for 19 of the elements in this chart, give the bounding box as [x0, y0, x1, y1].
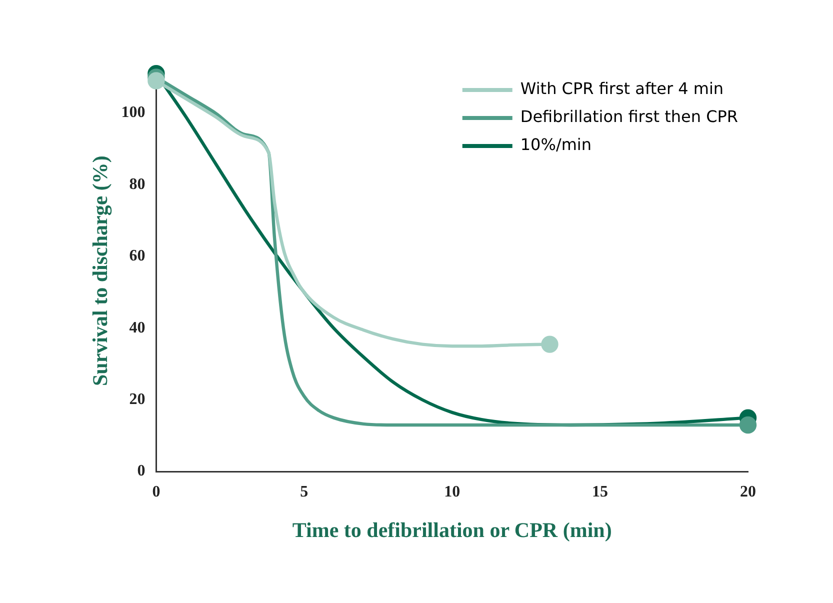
x-tick-label: 5: [300, 483, 308, 500]
x-axis-title: Time to defibrillation or CPR (min): [292, 518, 612, 542]
y-tick-label: 20: [129, 391, 146, 408]
x-tick-label: 10: [444, 483, 460, 500]
y-tick-label: 100: [121, 104, 146, 122]
x-tick-label: 0: [152, 483, 160, 500]
legend-label: With CPR first after 4 min: [520, 79, 724, 98]
y-tick-label: 60: [129, 248, 146, 265]
y-tick-label: 40: [129, 319, 146, 336]
point: [739, 416, 757, 434]
legend-label: 10%/min: [520, 135, 592, 154]
x-tick-label: 15: [592, 483, 608, 500]
legend-label: Defibrillation first then CPR: [520, 107, 738, 126]
y-tick-label: 0: [137, 462, 146, 480]
y-tick-label: 80: [129, 176, 146, 193]
point: [541, 336, 558, 353]
y-axis-title: Survival to discharge (%): [88, 156, 112, 386]
x-tick-label: 20: [740, 483, 756, 500]
point: [148, 72, 165, 90]
